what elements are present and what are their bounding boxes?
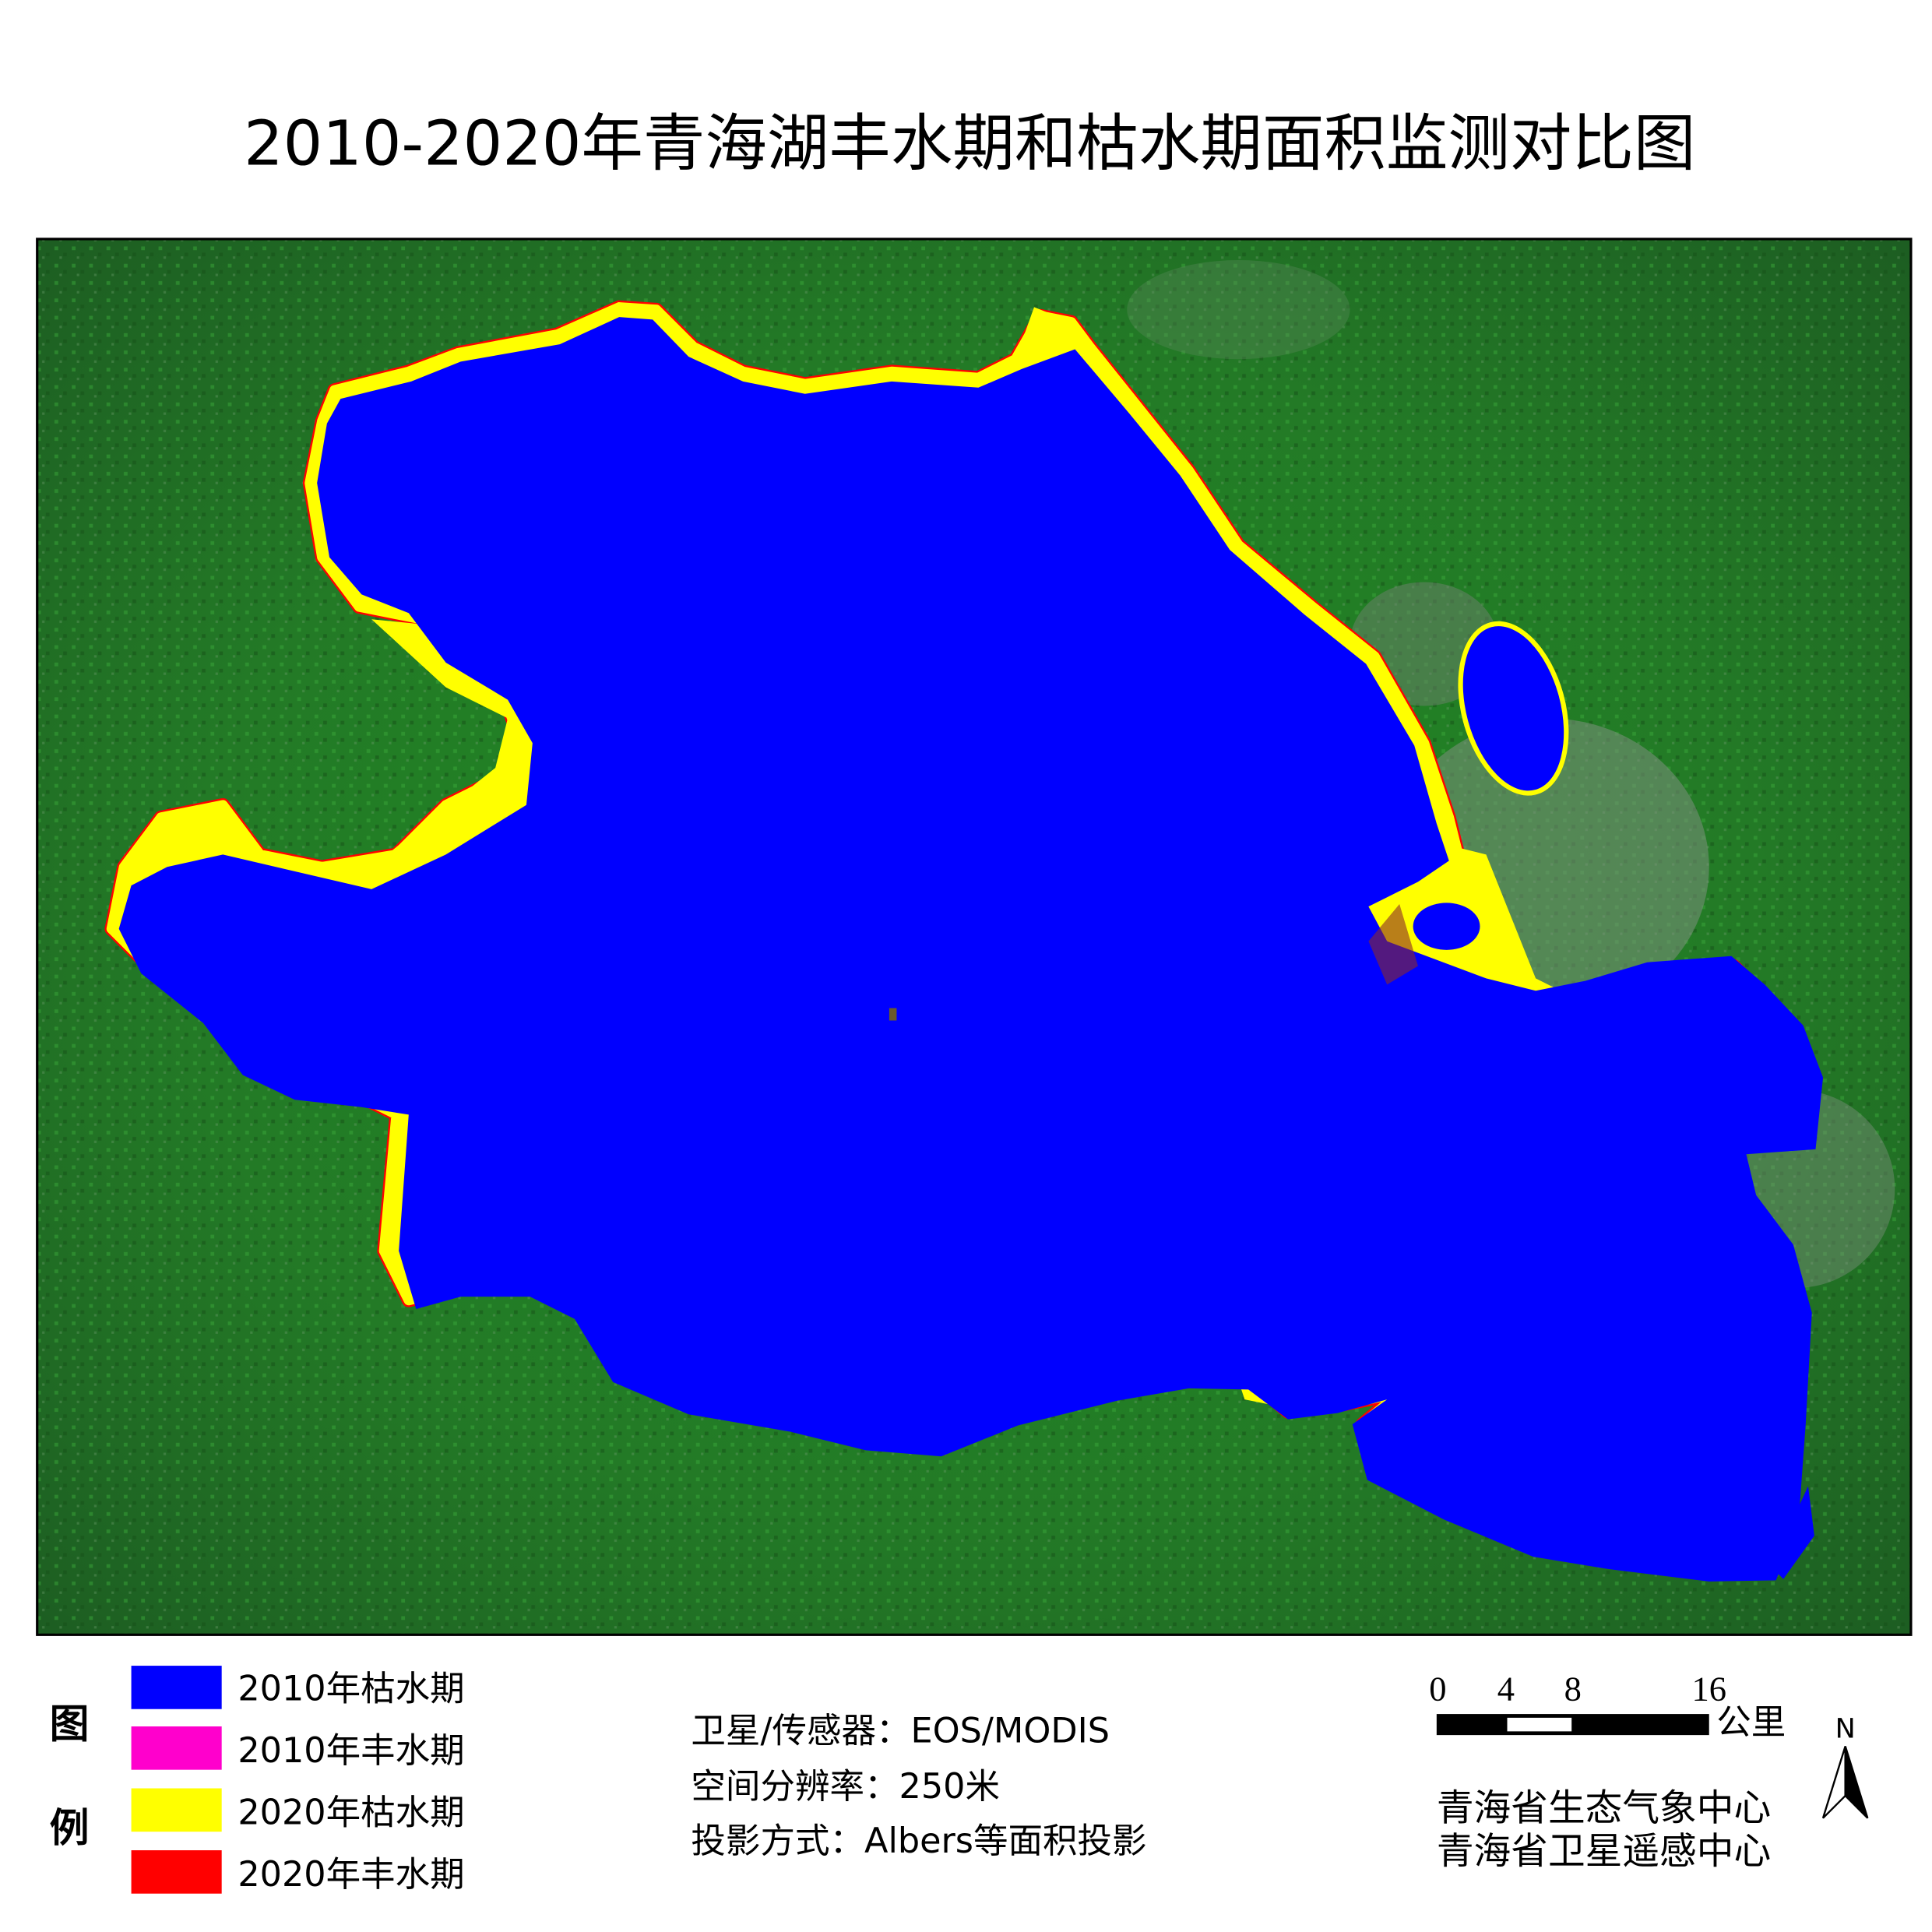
map-frame: [36, 238, 1913, 1636]
scale-tick: 16: [1691, 1670, 1726, 1709]
legend-item-2010-wet: 2010年丰水期: [131, 1726, 465, 1771]
scale-tick: 0: [1429, 1670, 1446, 1709]
legend-label: 2020年枯水期: [238, 1793, 464, 1833]
legend-heading-top: 图: [50, 1701, 90, 1747]
scale-unit: 公里: [1716, 1702, 1786, 1743]
credit-line: 青海省生态气象中心: [1437, 1787, 1771, 1830]
lake-qinghai: [104, 300, 1824, 1582]
legend-swatch: [131, 1788, 222, 1832]
north-arrow: N: [1821, 1713, 1869, 1819]
sensor-info: 卫星/传感器：EOS/MODIS: [691, 1711, 1110, 1751]
legend-item-2010-dry: 2010年枯水期: [131, 1666, 465, 1709]
legend-item-2020-wet: 2020年丰水期: [131, 1850, 465, 1895]
projection-info: 投影方式：Albers等面积投影: [691, 1821, 1146, 1861]
legend-swatch: [131, 1850, 222, 1894]
north-label: N: [1835, 1713, 1856, 1744]
legend: 图 例 2010年枯水期 2010年丰水期 2020年枯水期 2020年丰水期: [50, 1666, 465, 1895]
legend-label: 2010年枯水期: [238, 1669, 464, 1709]
scale-tick: 4: [1497, 1670, 1515, 1709]
resolution-info: 空间分辨率：250米: [691, 1766, 1000, 1807]
legend-label: 2020年丰水期: [238, 1854, 464, 1895]
legend-label: 2010年丰水期: [238, 1730, 464, 1771]
scale-bar: 0 4 8 16 公里: [1429, 1670, 1786, 1743]
legend-swatch: [131, 1666, 222, 1709]
data-info: 卫星/传感器：EOS/MODIS 空间分辨率：250米 投影方式：Albers等…: [691, 1711, 1146, 1862]
scale-tick: 8: [1564, 1670, 1582, 1709]
credit-line: 青海省卫星遥感中心: [1437, 1831, 1771, 1874]
legend-heading-bottom: 例: [50, 1806, 90, 1852]
credits: 青海省生态气象中心 青海省卫星遥感中心: [1437, 1787, 1771, 1874]
legend-swatch: [131, 1726, 222, 1770]
legend-item-2020-dry: 2020年枯水期: [131, 1788, 465, 1833]
map-title: 2010-2020年青海湖丰水期和枯水期面积监测对比图: [244, 107, 1695, 180]
north-arrow-icon: [1821, 1746, 1846, 1819]
